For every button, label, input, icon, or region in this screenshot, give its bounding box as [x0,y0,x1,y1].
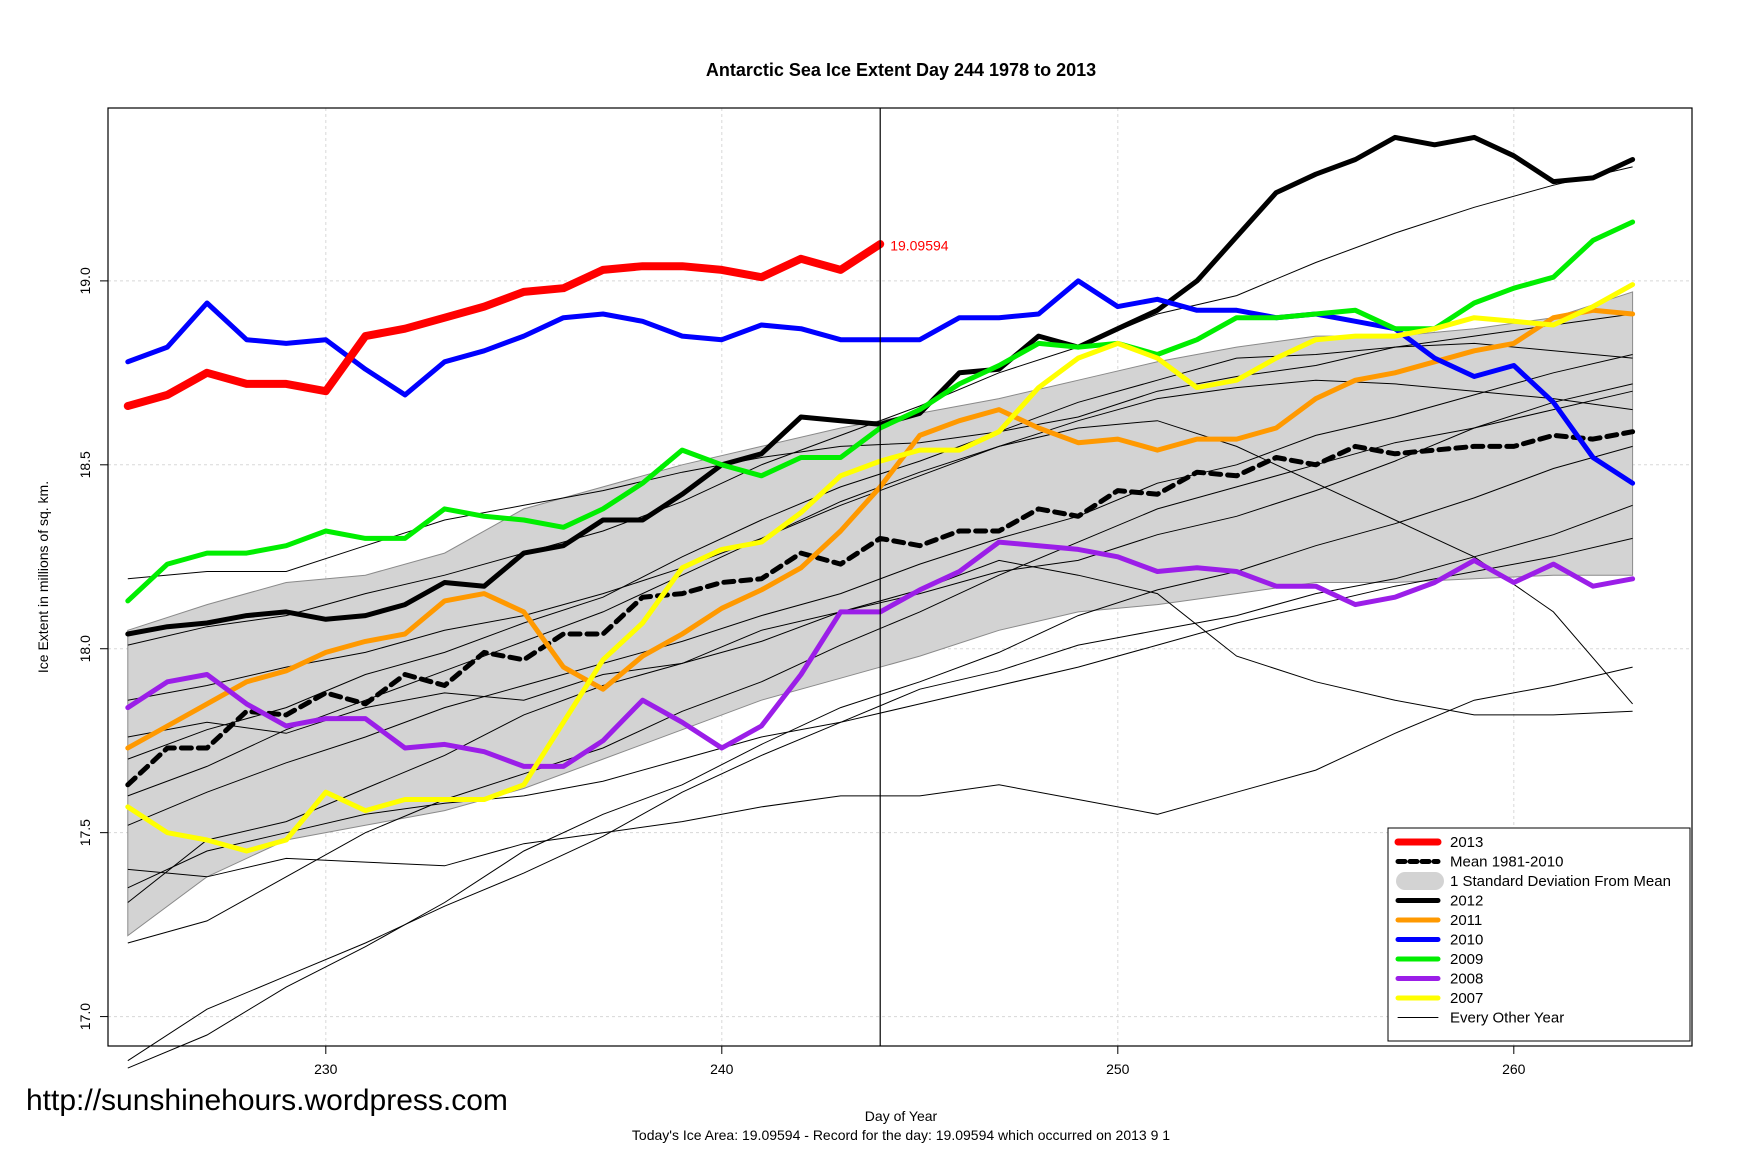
legend-label: Mean 1981-2010 [1450,854,1563,871]
legend-label: 2010 [1450,932,1483,949]
current-value-label: 19.09594 [890,238,949,254]
legend-label: Every Other Year [1450,1010,1564,1027]
legend-label: 2008 [1450,971,1483,988]
y-tick-label: 18.0 [77,635,93,662]
x-tick-label: 250 [1106,1061,1130,1077]
y-axis-label: Ice Extent in millions of sq. km. [35,481,51,673]
x-tick-label: 260 [1502,1061,1526,1077]
watermark-url: http://sunshinehours.wordpress.com [26,1084,508,1117]
legend-label: 1 Standard Deviation From Mean [1450,873,1671,890]
y-axis: 17.0 17.5 18.0 18.5 19.0 [77,267,108,1030]
legend-swatch [1396,872,1444,890]
y-tick-label: 17.5 [77,819,93,846]
legend-label: 2007 [1450,990,1483,1007]
chart-subtitle: Today's Ice Area: 19.09594 - Record for … [632,1127,1170,1143]
x-axis: 230 240 250 260 [314,1046,1526,1077]
x-tick-label: 230 [314,1061,338,1077]
x-axis-label: Day of Year [865,1108,938,1124]
series-line-2013 [123,240,885,410]
legend-label: 2009 [1450,951,1483,968]
y-tick-label: 17.0 [77,1003,93,1030]
y-tick-label: 18.5 [77,451,93,478]
legend-label: 2013 [1450,834,1483,851]
y-tick-label: 19.0 [77,267,93,294]
legend-label: 2011 [1450,912,1482,929]
chart-title: Antarctic Sea Ice Extent Day 244 1978 to… [706,60,1096,80]
legend-label: 2012 [1450,893,1483,910]
legend: 2013 Mean 1981-2010 1 Standard Deviation F… [1387,827,1691,1042]
x-tick-label: 240 [710,1061,734,1077]
plot-frame [107,107,1693,1047]
